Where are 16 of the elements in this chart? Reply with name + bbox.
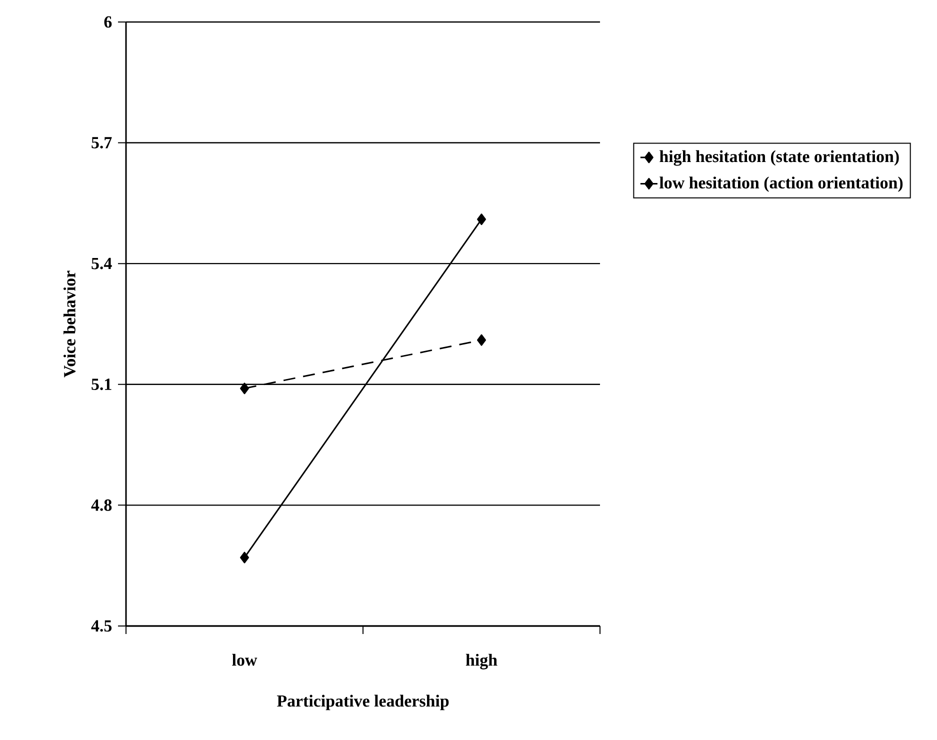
x-tick-label: low [232, 654, 258, 666]
legend-label: high hesitation (state orientation) [660, 150, 899, 166]
legend-label: low hesitation (action orientation) [660, 176, 903, 192]
y-tick-label: 6 [104, 16, 112, 28]
y-tick-label: 5.1 [92, 378, 112, 390]
y-tick-label: 4.5 [91, 620, 112, 632]
y-axis-title: Voice behavior [63, 270, 76, 378]
point [240, 552, 250, 564]
x-tick-label: high [466, 654, 498, 670]
point [240, 382, 250, 394]
y-tick-label: 4.8 [91, 499, 112, 511]
point [477, 334, 486, 346]
point [477, 214, 486, 226]
y-tick-label: 5.4 [92, 258, 112, 270]
y-tick-label: 5.7 [92, 137, 112, 148]
x-axis-title: Participative leadership [276, 694, 449, 710]
